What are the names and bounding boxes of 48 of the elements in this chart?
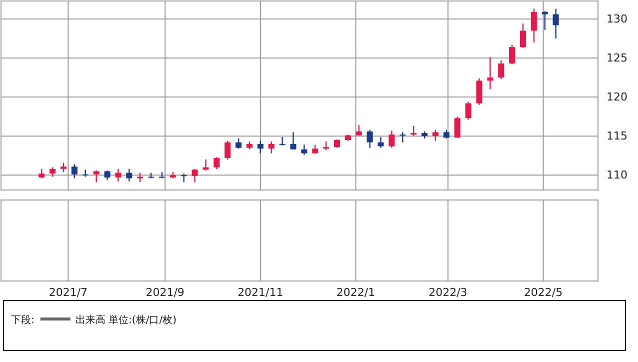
text: 下段: <box>11 314 34 326</box>
candlestick <box>126 168 132 182</box>
candlestick <box>71 164 78 179</box>
x-tick-label: 2022/1 <box>336 286 376 299</box>
candlestick <box>224 140 231 160</box>
y2-tick-label: 110 <box>606 168 628 182</box>
candlestick <box>301 144 308 156</box>
x-tick-label: 2021/9 <box>146 286 184 299</box>
candlestick <box>498 60 504 80</box>
candlestick <box>257 140 264 154</box>
y2-tick-label: 120 <box>606 90 628 104</box>
candlestick <box>236 138 242 150</box>
y2-tick-label: 130 <box>606 12 628 26</box>
candlestick <box>454 116 460 138</box>
candlestick <box>465 101 472 120</box>
candlestick <box>476 78 482 106</box>
candlestick <box>268 140 274 154</box>
x-tick-label: 2021/7 <box>48 286 88 299</box>
candlestick <box>520 23 526 48</box>
candlestick <box>38 168 45 179</box>
candlestick <box>115 168 122 182</box>
candlestick <box>388 130 395 148</box>
candlestick <box>93 170 100 183</box>
candlestick <box>530 8 537 43</box>
candlestick <box>432 129 438 142</box>
candlestick <box>290 132 296 150</box>
candlestick <box>50 166 56 178</box>
candlestick <box>552 8 559 40</box>
candlestick <box>60 162 67 173</box>
y2-tick-label: 115 <box>606 130 628 143</box>
candlestick <box>400 132 406 143</box>
candlestick <box>137 172 144 183</box>
candlestick <box>356 124 362 136</box>
text: 出来高 単位:(株/口/枚) <box>75 314 177 326</box>
candlestick <box>378 136 384 148</box>
candlestick <box>542 10 548 30</box>
candlestick <box>214 156 220 170</box>
x-tick-label: 2022/3 <box>428 286 468 299</box>
candlestick <box>487 56 494 90</box>
candlestick <box>509 44 516 65</box>
y2-tick-label: 125 <box>606 52 628 65</box>
candlestick <box>104 170 110 180</box>
candlestick <box>366 129 373 148</box>
x-tick-label: 2022/5 <box>524 286 563 299</box>
candlestick <box>410 125 417 137</box>
candlestick <box>192 168 198 183</box>
x-tick-label: 2021/11 <box>238 286 284 299</box>
candlestick <box>279 136 286 146</box>
